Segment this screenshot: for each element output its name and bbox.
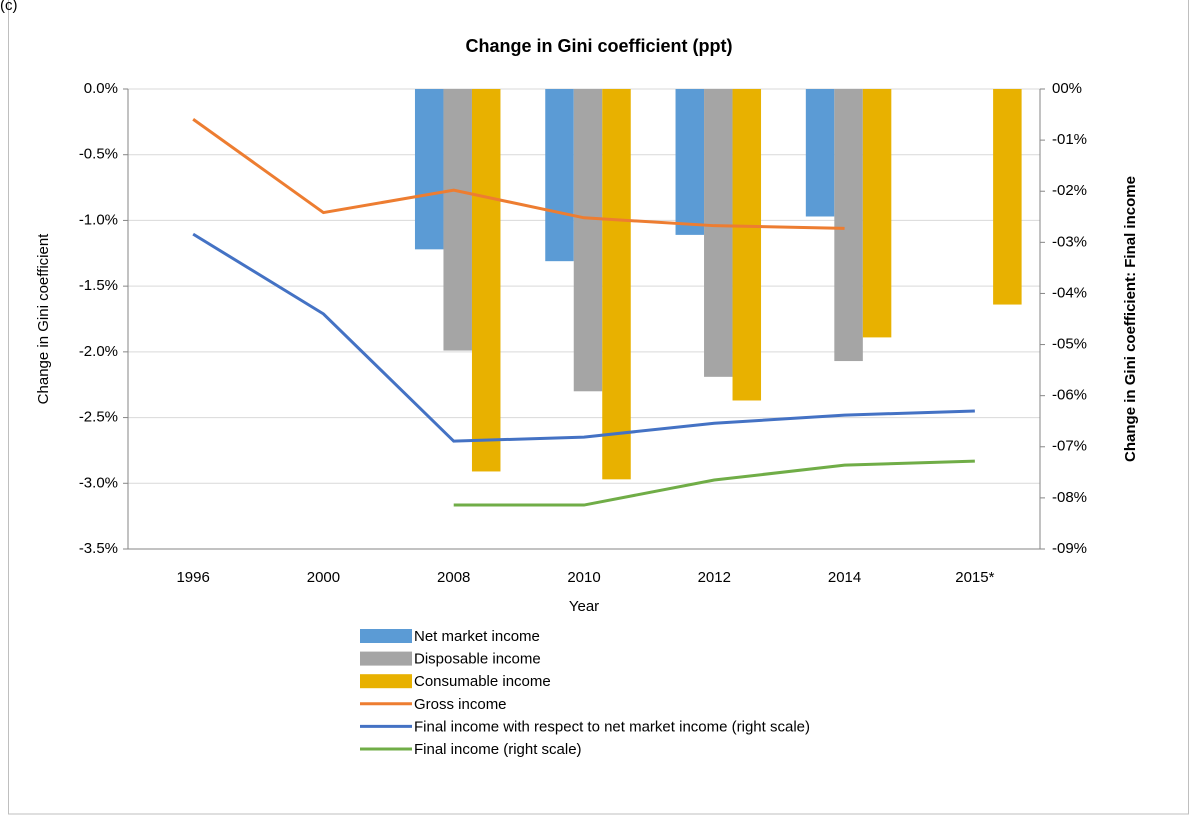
x-tick-label: 2014 bbox=[828, 569, 861, 586]
y-tick-label: -1.0% bbox=[79, 211, 118, 228]
y2-tick-label: -07% bbox=[1052, 438, 1087, 455]
bar bbox=[862, 89, 892, 338]
bar bbox=[732, 89, 762, 401]
y-tick-label: -3.5% bbox=[79, 540, 118, 557]
y2-tick-label: -04% bbox=[1052, 284, 1087, 301]
y-tick-label: -3.0% bbox=[79, 474, 118, 491]
bar bbox=[414, 89, 444, 250]
line bbox=[192, 118, 845, 230]
y-axis-label: Change in Gini coefficient bbox=[35, 233, 52, 404]
legend-label: Net market income bbox=[414, 628, 540, 645]
legend-label: Gross income bbox=[414, 696, 507, 713]
x-tick-label: 2010 bbox=[567, 569, 600, 586]
x-axis-label: Year bbox=[569, 598, 599, 615]
legend-swatch bbox=[360, 629, 412, 643]
bar bbox=[834, 89, 863, 362]
legend-label: Consumable income bbox=[414, 673, 551, 690]
bar bbox=[805, 89, 835, 217]
chart-title: Change in Gini coefficient (ppt) bbox=[466, 36, 733, 56]
y-tick-label: -2.0% bbox=[79, 343, 118, 360]
y-tick-label: 0.0% bbox=[84, 80, 118, 97]
bar bbox=[993, 89, 1022, 305]
bar bbox=[704, 89, 733, 377]
x-tick-label: 2015* bbox=[955, 569, 994, 586]
y2-tick-label: -05% bbox=[1052, 336, 1087, 353]
y-tick-label: -0.5% bbox=[79, 146, 118, 163]
line bbox=[453, 459, 975, 507]
y2-tick-label: -08% bbox=[1052, 489, 1087, 506]
x-tick-label: 2000 bbox=[307, 569, 340, 586]
bar bbox=[602, 89, 631, 480]
y2-tick-label: -01% bbox=[1052, 131, 1087, 148]
y2-tick-label: -03% bbox=[1052, 233, 1087, 250]
y2-tick-label: 00% bbox=[1052, 80, 1082, 97]
panel-label: (c) bbox=[0, 0, 18, 14]
y2-tick-label: -02% bbox=[1052, 182, 1087, 199]
legend-label: Final income with respect to net market … bbox=[414, 718, 810, 735]
bar bbox=[443, 89, 472, 351]
y2-tick-label: -06% bbox=[1052, 387, 1087, 404]
bar bbox=[675, 89, 705, 235]
legend-label: Final income (right scale) bbox=[414, 741, 582, 758]
legend-swatch bbox=[360, 651, 412, 666]
y-tick-label: -1.5% bbox=[79, 277, 118, 294]
y2-axis-label: Change in Gini coefficient: Final income bbox=[1122, 176, 1139, 462]
legend-swatch bbox=[360, 674, 412, 689]
line bbox=[192, 232, 975, 443]
x-tick-label: 1996 bbox=[176, 569, 209, 586]
legend-label: Disposable income bbox=[414, 651, 541, 668]
x-tick-label: 2012 bbox=[698, 569, 731, 586]
x-tick-label: 2008 bbox=[437, 569, 470, 586]
y-tick-label: -2.5% bbox=[79, 409, 118, 426]
bar bbox=[471, 89, 501, 472]
y2-tick-label: -09% bbox=[1052, 540, 1087, 557]
bar bbox=[545, 89, 574, 262]
bar bbox=[573, 89, 603, 392]
